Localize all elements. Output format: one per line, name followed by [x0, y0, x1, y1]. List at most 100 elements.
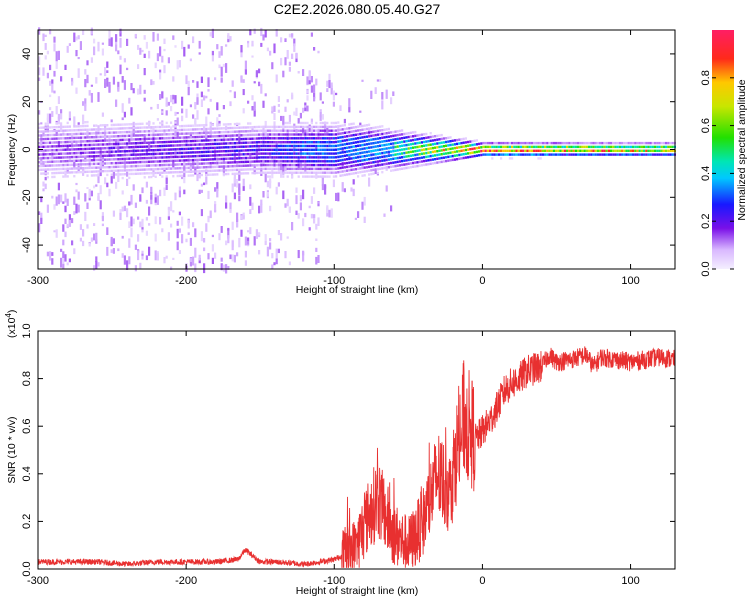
heatmap-cell — [293, 171, 296, 174]
heatmap-cell — [352, 164, 355, 167]
heatmap-cell — [93, 155, 96, 161]
heatmap-cell — [535, 145, 538, 149]
heatmap-cell — [77, 132, 80, 136]
heatmap-cell — [280, 175, 283, 178]
heatmap-cell — [161, 167, 164, 171]
heatmap-cell — [244, 160, 247, 164]
heatmap-cell — [218, 120, 221, 125]
x-tick-label: -100 — [323, 575, 345, 587]
heatmap-cell — [183, 177, 186, 184]
heatmap-cell — [95, 166, 98, 169]
heatmap-cell — [282, 133, 285, 136]
heatmap-cell — [101, 48, 104, 56]
heatmap-cell — [420, 145, 423, 148]
x-tick-label: -200 — [175, 575, 197, 587]
heatmap-cell — [165, 171, 168, 174]
heatmap-cell — [275, 133, 278, 136]
heatmap-cell — [376, 125, 379, 129]
heatmap-cell — [55, 133, 58, 136]
heatmap-cell — [71, 136, 74, 140]
heatmap-cell — [537, 149, 540, 152]
heatmap-cell — [148, 175, 151, 179]
heatmap-cell — [156, 167, 159, 171]
heatmap-cell — [68, 258, 71, 263]
heatmap-cell — [183, 124, 186, 128]
heatmap-cell — [370, 134, 373, 138]
heatmap-cell — [139, 138, 142, 141]
heatmap-cell — [506, 141, 509, 145]
heatmap-cell — [130, 130, 133, 134]
heatmap-cell — [434, 161, 437, 165]
heatmap-cell — [269, 137, 272, 140]
heatmap-cell — [165, 137, 168, 140]
heatmap-cell — [141, 160, 144, 164]
heatmap-cell — [79, 170, 82, 174]
heatmap-cell — [141, 134, 144, 137]
heatmap-cell — [291, 148, 294, 151]
heatmap-cell — [82, 151, 85, 155]
heatmap-cell — [427, 136, 430, 139]
heatmap-cell — [181, 159, 184, 162]
heatmap-cell — [482, 153, 485, 156]
heatmap-cell — [205, 176, 208, 185]
heatmap-cell — [295, 152, 298, 155]
heatmap-cell — [159, 133, 162, 136]
x-tick-label: -300 — [27, 575, 49, 587]
heatmap-cell — [381, 132, 384, 136]
heatmap-cell — [284, 251, 287, 259]
heatmap-cell — [220, 257, 223, 262]
heatmap-cell — [163, 129, 166, 132]
heatmap-cell — [394, 138, 397, 141]
heatmap-cell — [110, 162, 113, 165]
heatmap-cell — [330, 152, 333, 155]
heatmap-cell — [357, 148, 360, 151]
heatmap-cell — [330, 144, 333, 148]
heatmap-cell — [293, 129, 296, 132]
heatmap-cell — [381, 155, 384, 159]
heatmap-cell — [189, 58, 192, 62]
heatmap-cell — [176, 241, 179, 251]
heatmap-cell — [46, 141, 49, 144]
heatmap-cell — [189, 139, 192, 143]
heatmap-cell — [172, 155, 175, 159]
heatmap-cell — [348, 150, 351, 153]
heatmap-cell — [621, 145, 624, 149]
heatmap-cell — [145, 145, 148, 148]
heatmap-cell — [260, 141, 263, 144]
heatmap-cell — [306, 105, 309, 112]
heatmap-cell — [368, 123, 371, 126]
heatmap-cell — [181, 96, 184, 106]
heatmap-cell — [372, 161, 375, 164]
heatmap-cell — [203, 247, 206, 252]
heatmap-cell — [38, 141, 41, 145]
heatmap-cell — [299, 156, 302, 159]
heatmap-cell — [304, 167, 307, 171]
heatmap-cell — [335, 144, 338, 148]
heatmap-cell — [271, 152, 274, 155]
heatmap-cell — [128, 169, 131, 172]
heatmap-cell — [255, 125, 258, 129]
heatmap-cell — [416, 157, 419, 160]
heatmap-cell — [75, 132, 78, 136]
heatmap-cell — [438, 145, 441, 149]
heatmap-cell — [198, 139, 201, 142]
heatmap-cell — [152, 164, 155, 167]
heatmap-cell — [167, 156, 170, 159]
heatmap-cell — [38, 27, 41, 35]
heatmap-cell — [324, 137, 327, 140]
heatmap-cell — [233, 164, 236, 168]
heatmap-cell — [211, 127, 214, 130]
heatmap-cell — [247, 122, 250, 125]
heatmap-cell — [176, 144, 179, 147]
heatmap-cell — [42, 157, 45, 160]
heatmap-cell — [225, 161, 228, 164]
heatmap-cell — [231, 134, 234, 137]
heatmap-cell — [339, 142, 342, 145]
heatmap-cell — [90, 174, 93, 177]
heatmap-cell — [55, 164, 58, 167]
heatmap-cell — [106, 169, 109, 173]
heatmap-cell — [60, 76, 63, 82]
heatmap-cell — [128, 165, 131, 168]
heatmap-cell — [117, 50, 120, 55]
heatmap-cell — [656, 149, 659, 152]
